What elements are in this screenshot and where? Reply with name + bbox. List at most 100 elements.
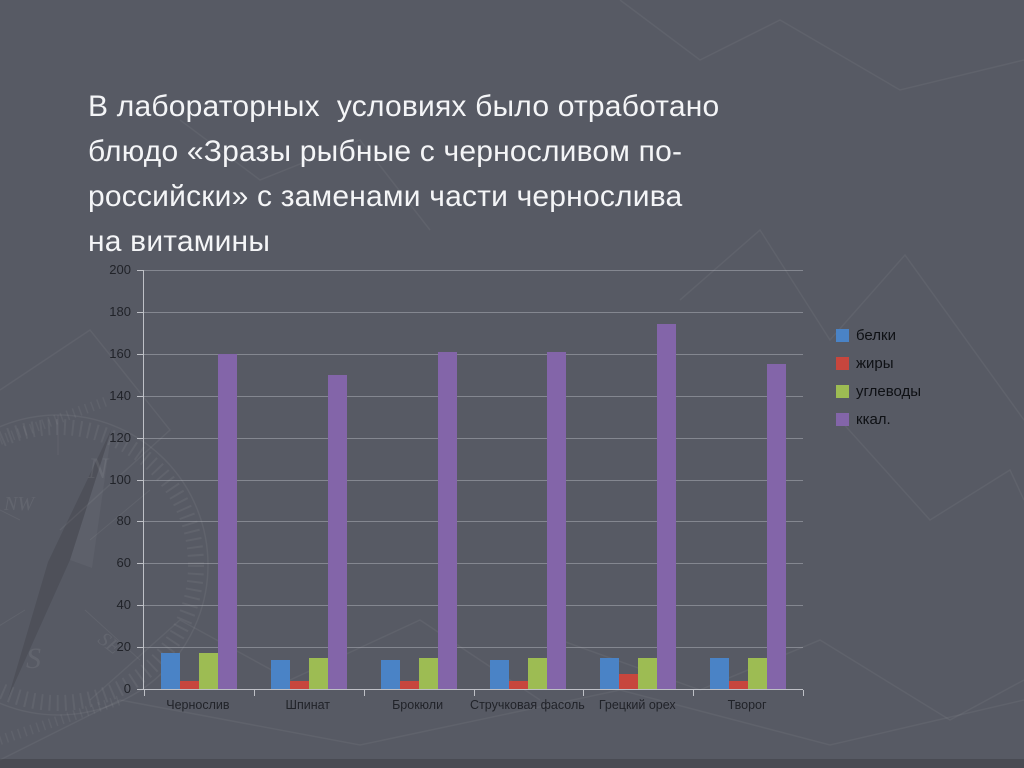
bar-ккал. — [657, 324, 677, 689]
bar-жиры — [729, 680, 749, 689]
svg-text:NW: NW — [3, 493, 36, 515]
bar-углеводы — [748, 657, 768, 689]
y-axis-tick-label: 160 — [109, 345, 131, 361]
y-axis-tick-label: 40 — [116, 597, 131, 613]
y-axis-tick — [137, 563, 143, 565]
x-axis-category-label: Грецкий орех — [598, 698, 676, 712]
y-axis-tick — [137, 395, 143, 397]
bar-углеводы — [638, 657, 658, 689]
x-axis-tick — [363, 690, 365, 696]
gridline — [144, 437, 803, 439]
bar-group — [364, 270, 474, 689]
bar-ккал. — [767, 364, 787, 689]
x-axis-tick — [803, 690, 804, 696]
y-axis-tick-label: 120 — [109, 429, 131, 445]
bar-жиры — [509, 680, 529, 689]
gridline — [144, 395, 803, 397]
bar-group — [144, 270, 254, 689]
x-axis-category-label: Чернослив — [166, 698, 230, 712]
y-axis-tick-label: 180 — [109, 303, 131, 319]
bar-group — [583, 270, 693, 689]
bar-ккал. — [327, 374, 347, 689]
legend-label: белки — [856, 326, 896, 344]
bar-ккал. — [217, 353, 237, 689]
x-axis-category-label: Брокюли — [392, 698, 444, 712]
plot-area — [137, 270, 804, 696]
compass-needle-tip — [70, 428, 112, 568]
y-axis-tick — [137, 689, 143, 690]
y-axis-tick — [137, 647, 143, 649]
x-axis-tick — [583, 690, 585, 696]
legend-swatch-icon — [836, 412, 849, 426]
bar-белки — [600, 657, 620, 689]
bar-жиры — [179, 680, 199, 689]
y-axis-tick-label: 100 — [109, 471, 131, 487]
y-axis-tick — [137, 479, 143, 481]
y-axis-tick-label: 0 — [123, 681, 131, 696]
compass-rose-icon — [0, 414, 209, 716]
compass-needle — [8, 428, 112, 698]
bar-ккал. — [437, 351, 457, 689]
y-axis-tick-label: 140 — [109, 387, 131, 403]
gridline — [144, 479, 803, 481]
slide-bottom-edge — [0, 759, 1024, 768]
legend-label: жиры — [856, 354, 894, 372]
bar-углеводы — [308, 657, 328, 689]
bar-белки — [160, 653, 180, 689]
y-axis-tick — [137, 521, 143, 523]
gridline — [144, 605, 803, 607]
x-axis-tick — [253, 690, 255, 696]
bar-белки — [490, 659, 510, 689]
y-axis-tick-label: 80 — [116, 513, 131, 529]
bar-ккал. — [547, 351, 567, 689]
legend-swatch-icon — [836, 356, 849, 370]
bar-белки — [710, 657, 730, 689]
gridline — [144, 311, 803, 313]
slide-title: В лабораторных условиях было отработано … — [88, 90, 720, 258]
bar-белки — [380, 659, 400, 689]
bar-group — [254, 270, 364, 689]
y-axis-tick — [137, 605, 143, 607]
gridline — [144, 647, 803, 649]
legend-item: ккал. — [836, 405, 921, 433]
x-axis-category-label: Шпинат — [285, 698, 331, 712]
legend-item: углеводы — [836, 377, 921, 405]
legend-swatch-icon — [836, 384, 849, 398]
bar-жиры — [619, 674, 639, 689]
bar-chart: 0 20 40 60 80 100 120 140 160 180 200 Чернослив Шпи… — [0, 250, 1024, 720]
bar-group — [693, 270, 803, 689]
y-axis-tick-label: 60 — [116, 555, 131, 571]
legend-item: жиры — [836, 349, 921, 377]
svg-text:N: N — [87, 452, 110, 485]
svg-text:S: S — [26, 642, 41, 675]
legend-label: ккал. — [856, 410, 891, 428]
y-axis-tick — [137, 270, 143, 271]
x-axis-tick — [144, 690, 145, 696]
ruler-ticks — [0, 395, 122, 745]
y-axis-tick — [137, 311, 143, 313]
x-axis-category-label: Стручковая фасоль — [470, 698, 585, 712]
y-axis-tick — [137, 437, 143, 439]
gridline — [144, 270, 803, 271]
bar-белки — [270, 659, 290, 689]
x-axis-tick — [693, 690, 695, 696]
gridline — [144, 353, 803, 355]
gridline — [144, 563, 803, 565]
y-axis-tick-label: 20 — [116, 639, 131, 655]
gridline — [144, 521, 803, 523]
x-axis-tick — [473, 690, 475, 696]
chart-legend: белки жиры углеводы ккал. — [836, 321, 921, 433]
bar-углеводы — [198, 653, 218, 689]
bar-углеводы — [418, 657, 438, 689]
legend-label: углеводы — [856, 382, 922, 400]
legend-swatch-icon — [836, 328, 849, 342]
legend-item: белки — [836, 321, 921, 349]
y-axis-tick-label: 200 — [109, 262, 131, 277]
y-axis-tick — [137, 353, 143, 355]
bar-жиры — [399, 680, 419, 689]
bar-жиры — [289, 680, 309, 689]
bar-group — [474, 270, 584, 689]
